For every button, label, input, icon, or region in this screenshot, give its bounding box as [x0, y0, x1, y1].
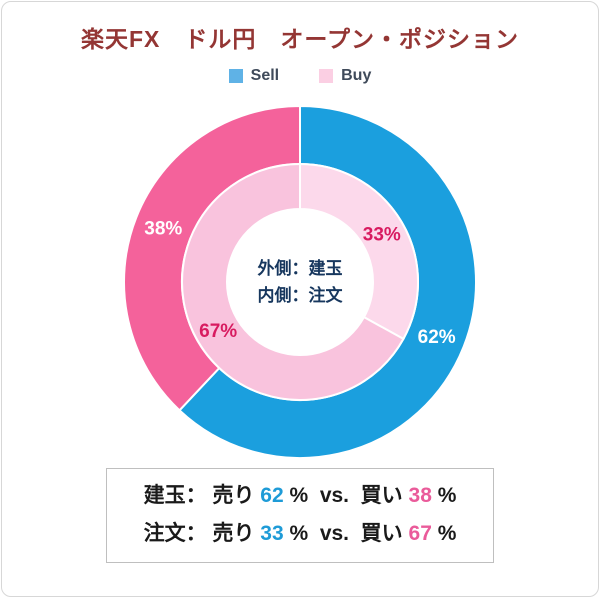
summary-token: 注文： 売り [143, 522, 261, 545]
donut-chart: 62% 38% 33% 67% [123, 104, 477, 459]
inner-sell-segment [299, 162, 419, 341]
summary-token: % vs. 買い [283, 484, 409, 507]
summary-token: % vs. 買い [283, 522, 409, 545]
summary-row-1: 建玉： 売り 62 % vs. 買い 38 % [107, 477, 493, 515]
summary-token: % [431, 522, 457, 545]
legend-item-buy: Buy [319, 67, 371, 85]
summary-token: 建玉： 売り [143, 484, 261, 507]
legend-item-sell: Sell [228, 67, 280, 85]
summary-row-2: 注文： 売り 33 % vs. 買い 67 % [107, 515, 493, 553]
summary-box: 建玉： 売り 62 % vs. 買い 38 % 注文： 売り 33 % vs. 買… [106, 468, 494, 563]
legend-swatch-buy [319, 69, 334, 83]
summary-token: 33 [260, 522, 284, 545]
chart-legend: Sell Buy [0, 66, 600, 86]
inner-sell-percent-label: 33% [363, 224, 401, 245]
summary-token: % [431, 484, 457, 507]
summary-token: 38 [408, 484, 432, 507]
legend-swatch-sell [228, 69, 243, 83]
legend-label-buy: Buy [341, 67, 372, 84]
legend-label-sell: Sell [250, 67, 280, 84]
summary-token: 67 [408, 522, 432, 545]
page-title: 楽天FX ドル円 オープン・ポジション [80, 26, 519, 52]
center-label-line2: 内側：注文 [257, 286, 343, 305]
outer-buy-percent-label: 38% [144, 219, 182, 240]
summary-token: 62 [260, 484, 284, 507]
inner-buy-segment [181, 162, 405, 401]
outer-sell-percent-label: 62% [418, 327, 456, 348]
inner-buy-percent-label: 67% [199, 321, 237, 342]
chart-center-label: 外側：建玉 内側：注文 [218, 255, 382, 309]
center-label-line1: 外側：建玉 [257, 259, 343, 278]
